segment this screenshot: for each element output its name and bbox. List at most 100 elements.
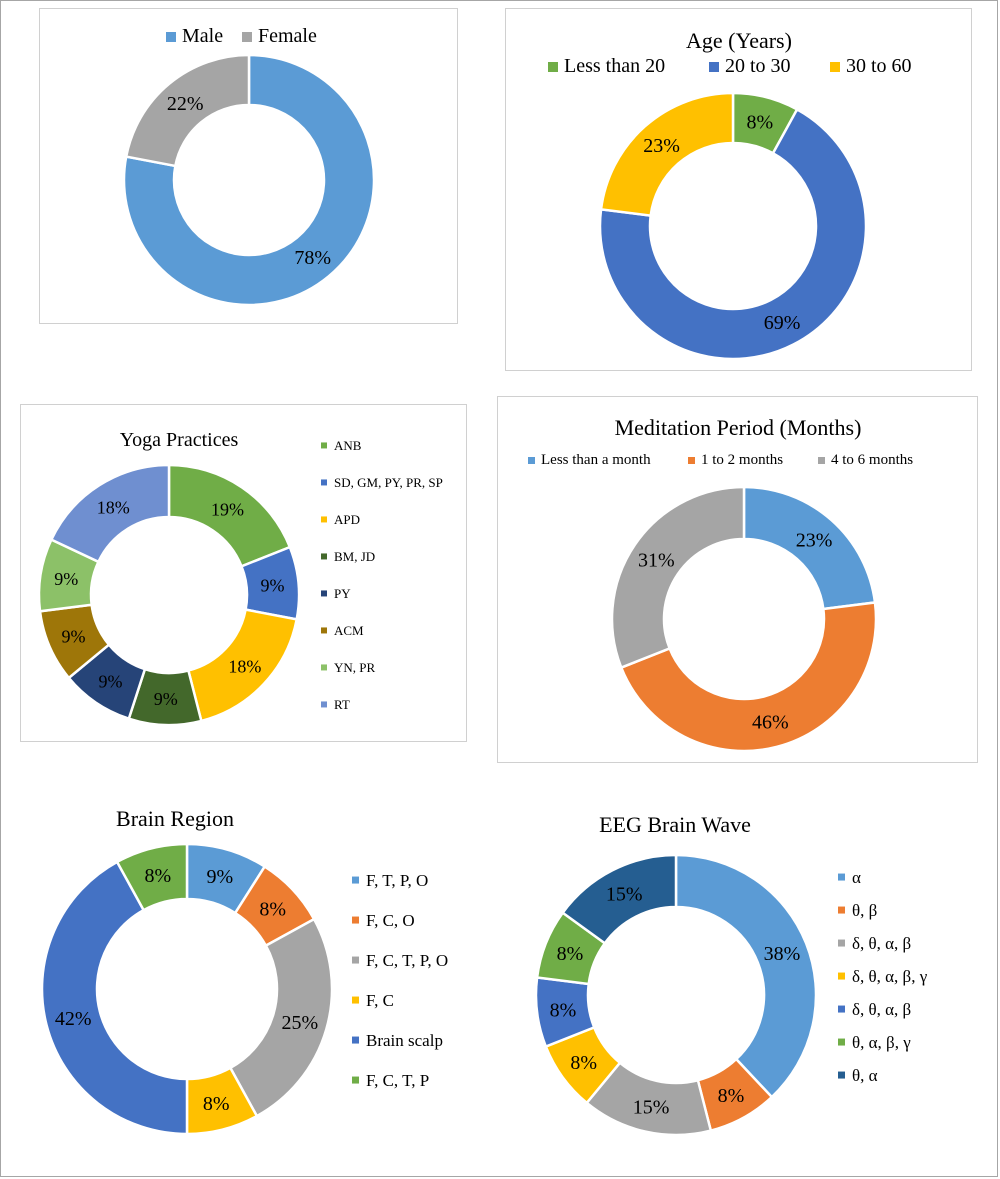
eeg-data-label: 8% — [718, 1085, 745, 1107]
age-slice-20-to-30 — [598, 107, 868, 361]
eeg-slice-item-6 — [560, 853, 678, 946]
meditation-legend-swatch — [688, 457, 695, 464]
meditation-chart-title: Meditation Period (Months) — [615, 415, 862, 440]
yoga-legend-label: RT — [334, 697, 350, 712]
brain-region-legend-label: F, C, T, P, O — [366, 951, 448, 970]
meditation-legend-label: 1 to 2 months — [701, 452, 783, 468]
eeg-legend-swatch — [838, 1038, 845, 1046]
brain-region-legend-swatch — [352, 916, 359, 924]
gender-slice-female — [124, 53, 251, 168]
brain-region-chart-title: Brain Region — [116, 806, 234, 831]
age-data-label: 69% — [764, 312, 801, 334]
yoga-legend-label: ACM — [334, 623, 364, 638]
yoga-data-label: 9% — [154, 689, 178, 709]
age-data-label: 23% — [643, 135, 680, 157]
yoga-donut-chart: Yoga Practices ANB SD, GM, PY, PR, SP APD B… — [37, 429, 443, 727]
gender-slices — [122, 53, 376, 307]
brain-region-legend-label: Brain scalp — [366, 1031, 443, 1050]
meditation-slice-4-to-6-months — [610, 485, 746, 670]
eeg-legend-label: δ, θ, α, β — [852, 1000, 911, 1019]
eeg-legend-swatch — [838, 906, 845, 914]
gender-legend-swatch — [166, 32, 176, 42]
yoga-legend-label: PY — [334, 586, 351, 601]
eeg-slice-item-0 — [674, 853, 818, 1099]
eeg-data-label: 38% — [764, 943, 801, 965]
yoga-chart-panel: Yoga Practices ANB SD, GM, PY, PR, SP APD B… — [20, 404, 467, 742]
age-chart-title: Age (Years) — [686, 28, 792, 53]
eeg-legend: α θ, β δ, θ, α, β δ, θ, α, β, γ δ, θ, α, β θ,… — [838, 868, 928, 1085]
age-legend: Less than 20 20 to 30 30 to 60 — [548, 55, 912, 77]
brain-region-legend-swatch — [352, 996, 359, 1004]
eeg-legend-swatch — [838, 939, 845, 947]
meditation-slices — [610, 485, 878, 753]
eeg-legend-swatch — [838, 972, 845, 980]
yoga-data-label: 18% — [228, 656, 261, 676]
meditation-donut-chart: Meditation Period (Months) Less than a m… — [528, 415, 913, 753]
yoga-legend-swatch — [321, 553, 327, 560]
age-chart-panel: Age (Years) Less than 20 20 to 30 30 to 60… — [505, 8, 972, 371]
yoga-legend-swatch — [321, 442, 327, 449]
meditation-data-labels: 23% 46% 31% — [638, 529, 832, 733]
eeg-legend-label: θ, α — [852, 1066, 878, 1085]
yoga-data-label: 9% — [99, 671, 123, 691]
yoga-legend-label: ANB — [334, 438, 362, 453]
yoga-slice-rt — [49, 463, 171, 564]
yoga-legend-swatch — [321, 627, 327, 634]
eeg-data-label: 8% — [557, 943, 584, 965]
yoga-legend-label: YN, PR — [334, 660, 376, 675]
age-slices — [598, 91, 868, 361]
eeg-data-label: 8% — [570, 1052, 597, 1074]
eeg-legend-label: δ, θ, α, β, γ — [852, 967, 928, 986]
yoga-data-label: 9% — [62, 627, 86, 647]
age-donut-chart: Age (Years) Less than 20 20 to 30 30 to 60… — [548, 28, 912, 361]
age-data-label: 8% — [747, 111, 774, 133]
eeg-slices — [534, 853, 818, 1137]
gender-chart-panel: Male Female 78% 22% — [39, 8, 458, 324]
eeg-legend-swatch — [838, 873, 845, 881]
age-legend-label: 30 to 60 — [846, 55, 912, 77]
gender-data-label: 78% — [294, 247, 331, 269]
age-legend-label: Less than 20 — [564, 55, 665, 77]
meditation-data-label: 46% — [752, 712, 789, 734]
yoga-legend-swatch — [321, 479, 327, 486]
brain-region-data-label: 25% — [281, 1012, 318, 1034]
yoga-data-label: 18% — [97, 497, 130, 517]
brain-region-data-label: 42% — [55, 1008, 92, 1030]
eeg-chart-title: EEG Brain Wave — [599, 812, 751, 837]
yoga-data-label: 19% — [211, 499, 244, 519]
brain-region-data-label: 8% — [144, 865, 171, 887]
eeg-legend-swatch — [838, 1071, 845, 1079]
gender-legend-label: Female — [258, 25, 317, 47]
yoga-legend-label: APD — [334, 512, 360, 527]
eeg-legend-label: θ, β — [852, 901, 877, 920]
yoga-legend-swatch — [321, 516, 327, 523]
age-legend-swatch — [830, 62, 840, 72]
yoga-data-label: 9% — [261, 576, 285, 596]
age-legend-swatch — [548, 62, 558, 72]
yoga-legend-swatch — [321, 664, 327, 671]
gender-legend-label: Male — [182, 25, 223, 47]
gender-data-label: 22% — [167, 93, 204, 115]
meditation-data-label: 23% — [796, 529, 833, 551]
age-legend-label: 20 to 30 — [725, 55, 791, 77]
age-slice-30-to-60 — [599, 91, 735, 217]
yoga-data-labels: 19% 9% 18% 9% 9% 9% 9% 18% — [54, 497, 284, 709]
brain-region-slice-f-c-t-p — [115, 842, 189, 912]
gender-legend: Male Female — [166, 25, 317, 47]
age-data-labels: 8% 69% 23% — [643, 111, 800, 334]
meditation-data-label: 31% — [638, 549, 675, 571]
yoga-legend-label: BM, JD — [334, 549, 375, 564]
brain-region-data-label: 9% — [206, 866, 233, 888]
brain-region-data-labels: 9% 8% 25% 8% 42% 8% — [55, 865, 318, 1115]
meditation-legend-swatch — [818, 457, 825, 464]
brain-region-slice-f-c-t-p-o — [228, 917, 334, 1118]
brain-region-slice-brain-scalp — [40, 860, 189, 1136]
brain-region-chart-panel: Brain Region F, T, P, O F, C, O F, C, T, P… — [0, 790, 480, 1150]
brain-region-legend-swatch — [352, 1076, 359, 1084]
eeg-data-label: 15% — [633, 1096, 670, 1118]
eeg-legend-label: θ, α, β, γ — [852, 1033, 911, 1052]
age-legend-swatch — [709, 62, 719, 72]
meditation-legend-label: 4 to 6 months — [831, 452, 913, 468]
eeg-legend-label: α — [852, 868, 861, 887]
